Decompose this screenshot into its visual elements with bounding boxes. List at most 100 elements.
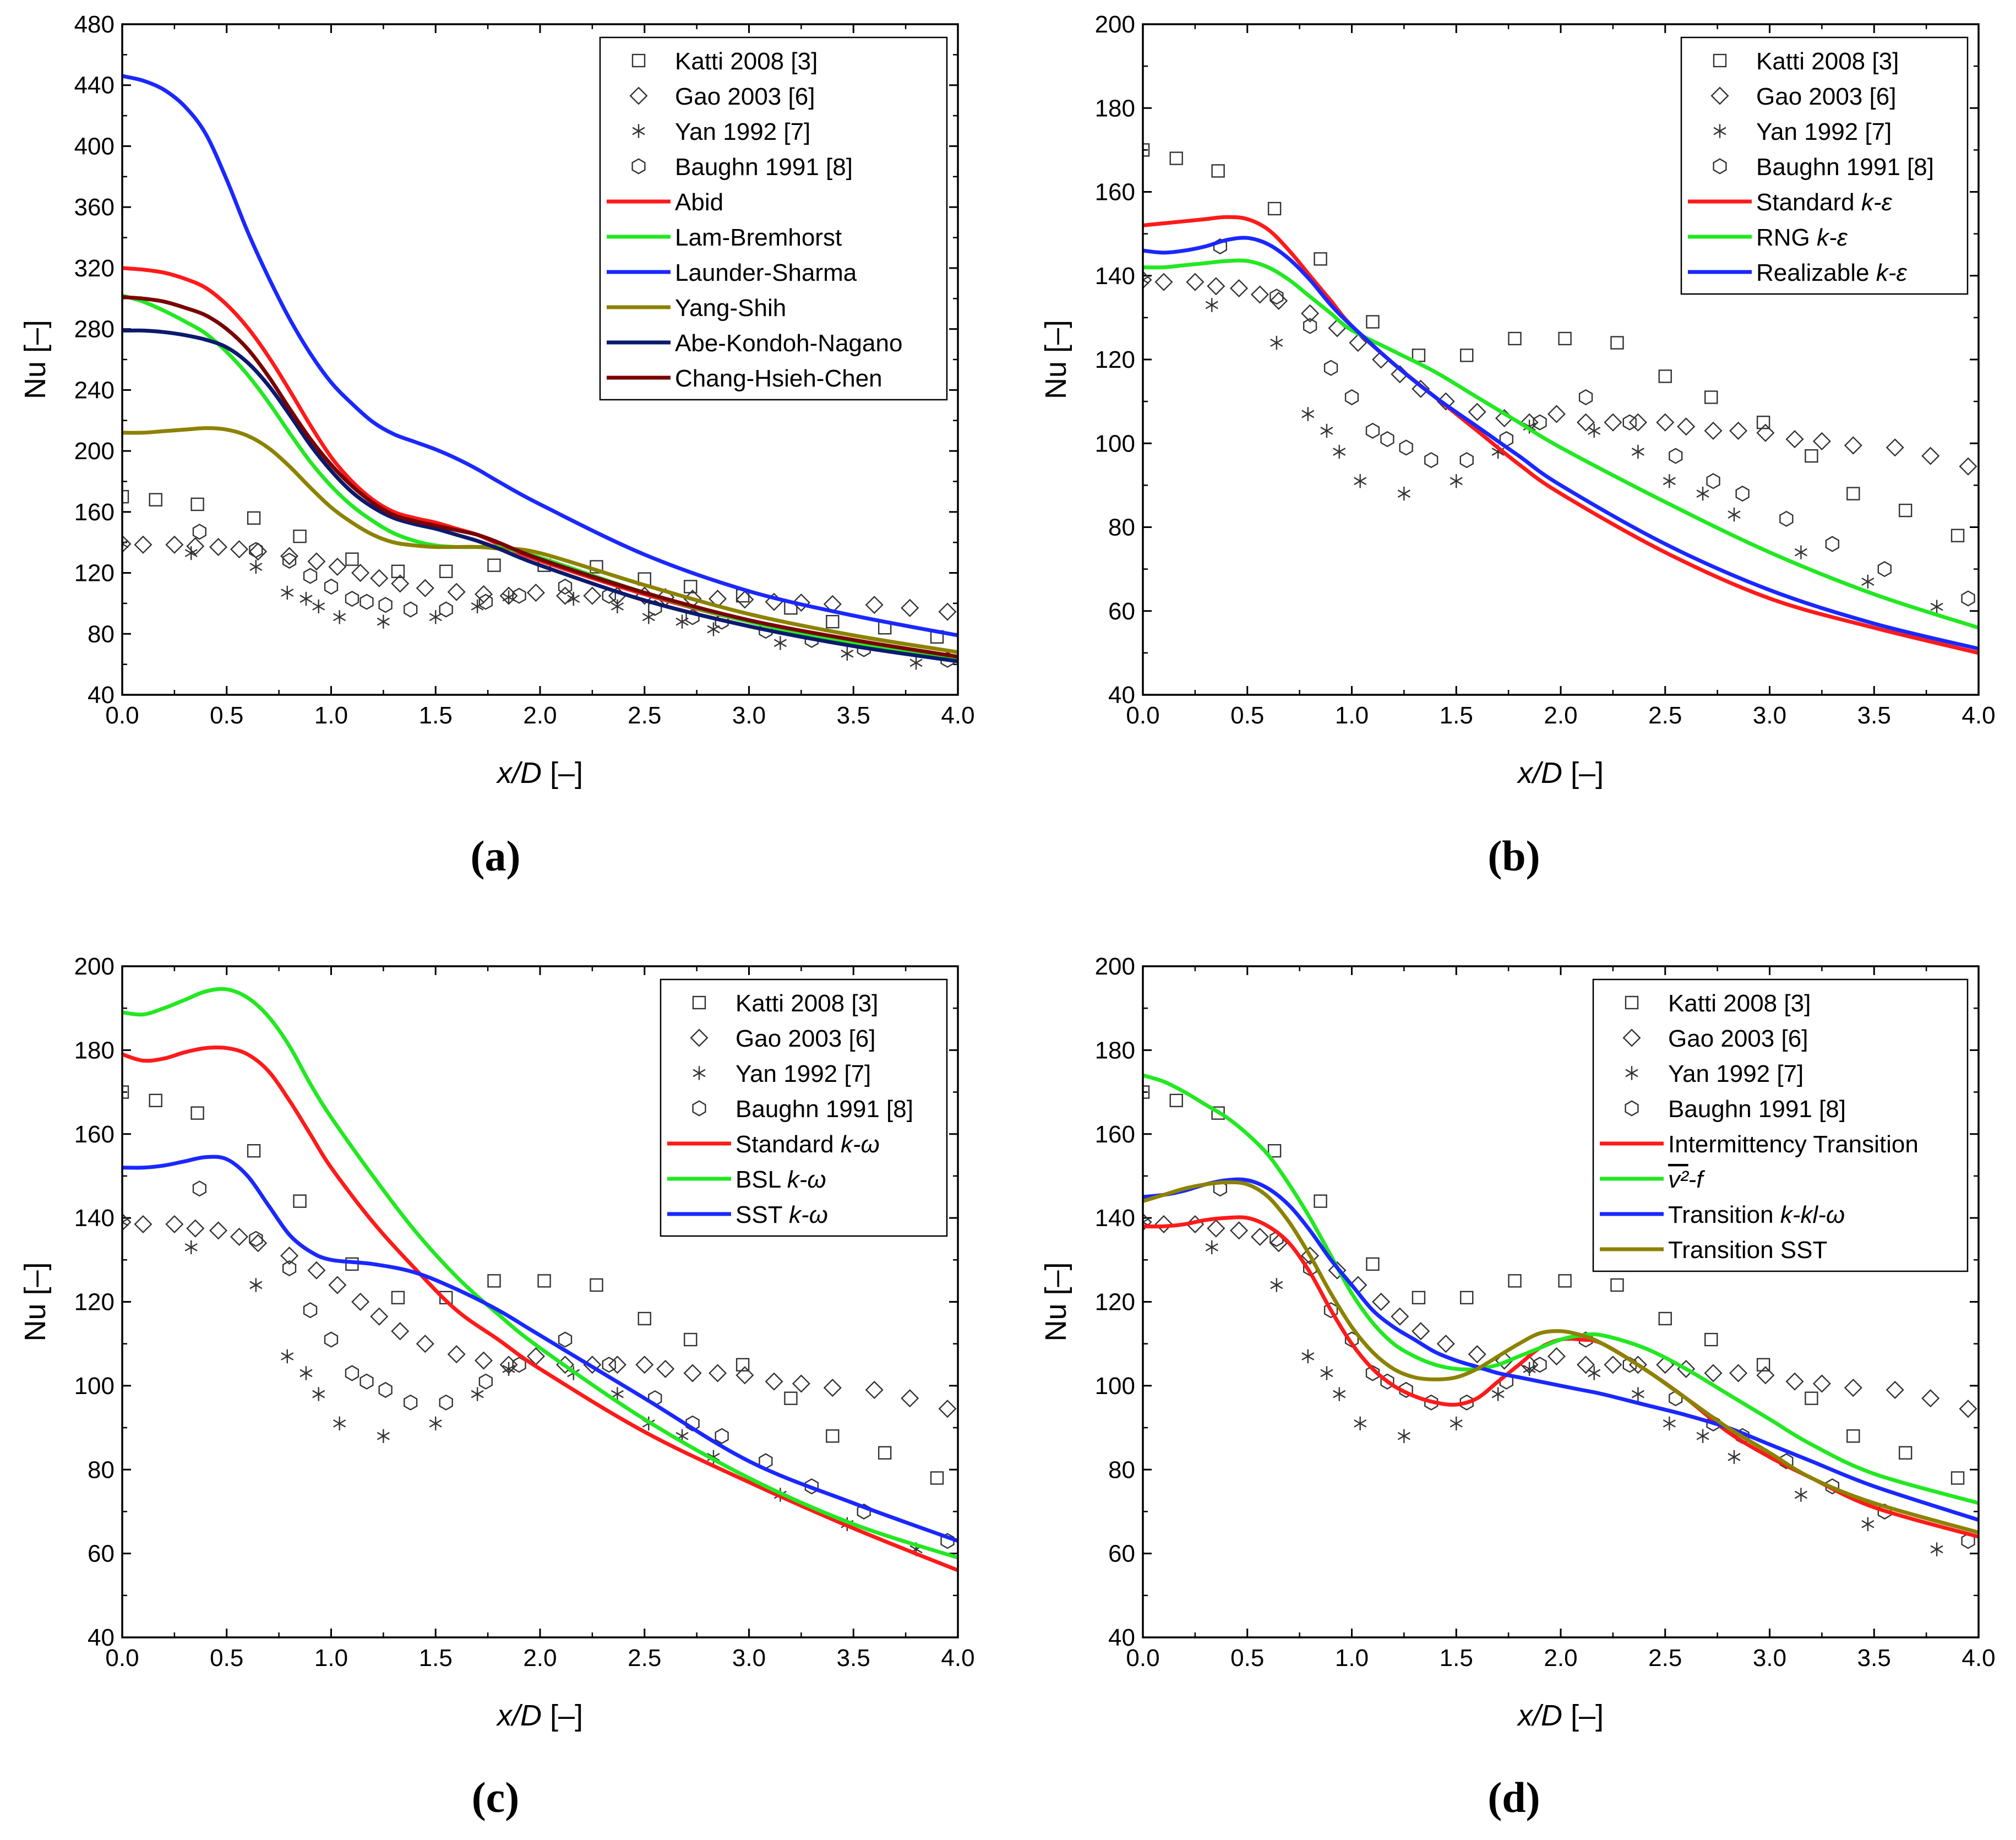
marker-gao-2003 [1921,447,1940,465]
x-tick-label: 1.0 [1335,702,1369,729]
marker-gao-2003 [370,569,389,587]
legend-label: Gao 2003 [6] [735,1025,875,1052]
marker-yan-1992 [184,546,198,560]
marker-yan-1992-stroke [299,1369,313,1378]
marker-gao-2003 [447,583,466,601]
marker-yan-1992-stroke [281,1352,294,1360]
marker-gao-2003 [635,1355,654,1374]
series-line-bsl-k- [122,987,958,1560]
marker-baughn-1991 [303,1302,318,1319]
marker-katti-2008 [1950,1471,1965,1485]
y-tick-label: 140 [74,1205,115,1232]
marker-yan-1992-stroke [1588,427,1601,435]
marker-yan-1992 [1205,298,1218,312]
marker-yan-1992-stroke [281,589,294,597]
legend-marker-gao-2003 [1622,1028,1641,1047]
marker-katti-2008 [930,1471,944,1485]
marker-yan-1992-stroke [1320,427,1333,435]
marker-gao-2003 [901,1389,919,1408]
marker-baughn-1991 [282,1260,297,1277]
legend-marker-baughn-1991 [692,1100,706,1117]
legend-label: Chang-Hsieh-Chen [675,365,882,392]
y-tick-label: 400 [74,133,115,160]
marker-katti-2008 [190,1106,204,1120]
x-tick-label: 3.5 [1857,1645,1891,1672]
marker-baughn-1991 [1735,486,1750,502]
marker-yan-1992-stroke [1354,477,1367,486]
x-tick-label: 3.0 [732,702,766,729]
legend-box [1592,978,1969,1272]
marker-yan-1992-stroke [1143,279,1149,284]
model-curves [122,74,958,663]
marker-yan-1992 [1588,423,1601,438]
legend-label: Yan 1992 [7] [1756,118,1892,145]
marker-yan-1992 [1861,1517,1875,1531]
legend-marker-yan-1992 [632,124,645,138]
marker-yan-1992-stroke [1333,448,1346,456]
legend-label: Abid [675,189,723,216]
marker-yan-1992 [1270,1278,1283,1292]
legend-marker-katti-2008 [692,995,706,1010]
legend-label: Intermittency Transition [1668,1131,1919,1158]
marker-katti-2008 [826,614,840,629]
marker-gao-2003 [416,579,434,597]
marker-yan-1992 [1333,1387,1346,1401]
marker-yan-1992 [429,610,442,624]
marker-baughn-1991 [282,552,297,569]
series-line-standard-k- [122,1045,958,1572]
marker-baughn-1991 [1269,288,1284,305]
marker-yan-1992 [281,585,294,600]
y-axis-label: Nu [–] [19,1262,52,1341]
marker-gao-2003 [1468,1345,1486,1364]
series-line-abe-kondoh-nagano [122,328,958,663]
marker-gao-2003 [608,1355,626,1374]
marker-gao-2003 [1468,402,1486,421]
marker-yan-1992-stroke [1270,339,1283,347]
marker-yan-1992-stroke [1930,1545,1943,1554]
marker-yan-1992-stroke [1491,448,1505,456]
y-tick-label: 120 [74,560,115,587]
marker-yan-1992-stroke [1794,1490,1807,1499]
marker-yan-1992 [611,1387,624,1401]
legend-label: Standard k-ε [1756,189,1892,216]
marker-katti-2008 [1950,529,1965,542]
marker-yan-1992-stroke [567,595,580,603]
marker-gao-2003 [1959,1400,1977,1418]
legend-marker-yan-1992 [693,1066,706,1080]
y-tick-label: 80 [1108,514,1135,541]
marker-yan-1992 [1491,1387,1505,1401]
legend-label: Katti 2008 [3] [675,48,818,75]
x-tick-label: 0.0 [1126,1645,1159,1672]
legend-label: SST k-ω [735,1201,828,1228]
marker-baughn-1991 [1533,1357,1547,1373]
marker-yan-1992-stroke [1588,1369,1601,1378]
marker-yan-1992-stroke [1728,510,1741,519]
marker-yan-1992-stroke [1631,1390,1644,1398]
marker-baughn-1991 [192,524,206,540]
y-tick-label: 40 [1108,682,1135,709]
marker-gao-2003 [1628,413,1647,432]
marker-gao-2003 [1230,279,1249,298]
marker-gao-2003 [1207,1219,1225,1238]
marker-katti-2008 [1169,151,1183,165]
marker-yan-1992-stroke [184,549,198,557]
legend: Katti 2008 [3] Gao 2003 [6] Yan 1992 [7] Ba… [599,36,948,401]
marker-yan-1992-stroke [1143,1218,1149,1223]
marker-gao-2003 [1186,273,1205,291]
legend-label: Abe-Kondoh-Nagano [675,330,902,357]
marker-katti-2008 [1366,1257,1380,1271]
legend-marker-katti-2008 [1713,53,1727,68]
y-tick-label: 40 [1108,1624,1135,1651]
marker-yan-1992 [184,1240,198,1255]
marker-yan-1992-stroke [1397,489,1410,498]
x-tick-label: 0.5 [210,702,243,729]
marker-katti-2008 [735,1358,750,1371]
y-tick-label: 40 [88,1624,115,1651]
marker-baughn-1991 [345,591,359,607]
marker-gao-2003 [683,1364,702,1382]
y-tick-label: 200 [74,953,115,980]
marker-katti-2008 [1460,1291,1474,1305]
marker-baughn-1991 [404,1394,418,1411]
marker-yan-1992-stroke [611,602,624,611]
marker-yan-1992-stroke [1397,1431,1410,1440]
